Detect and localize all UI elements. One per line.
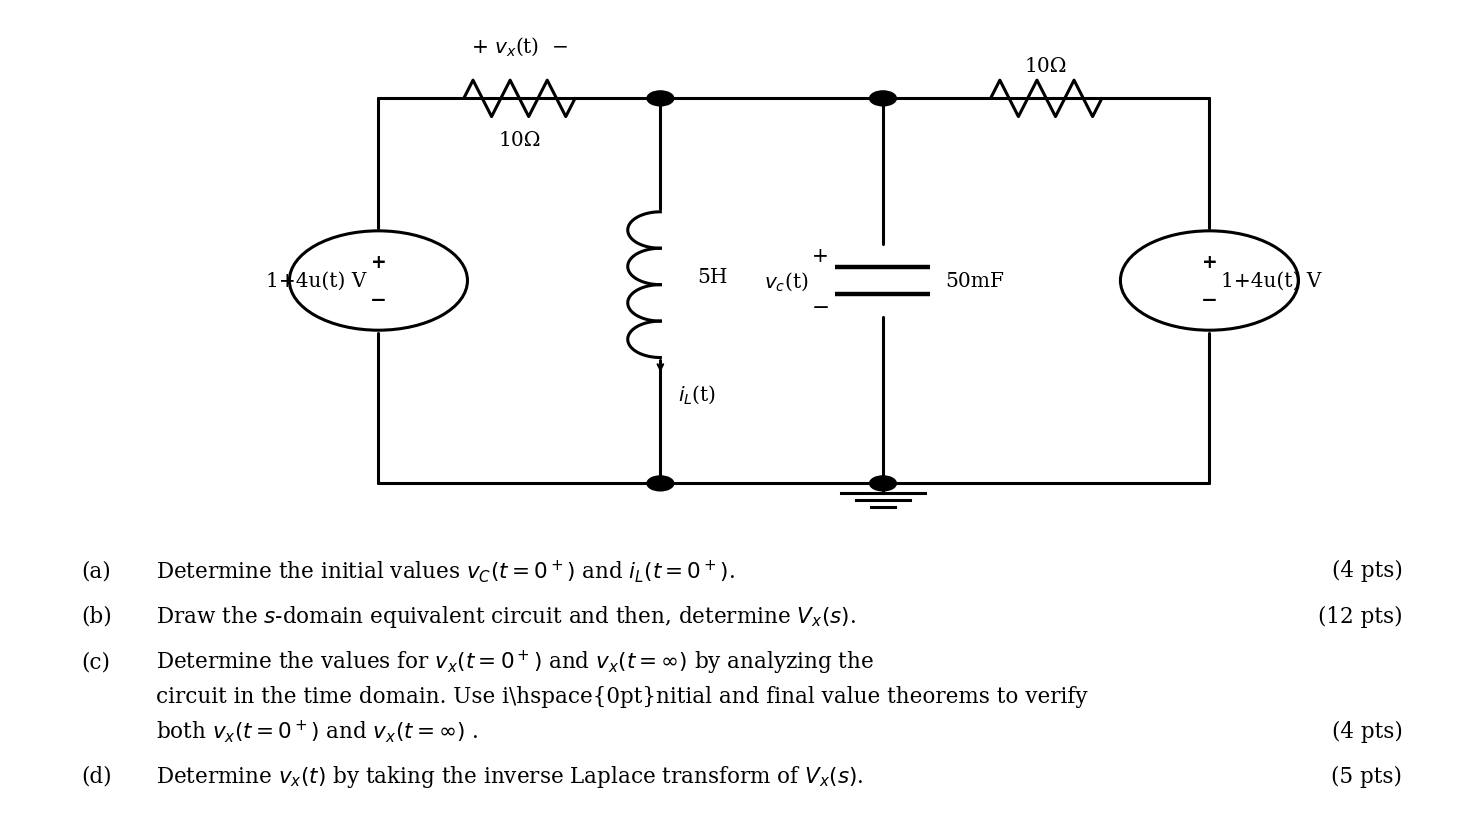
Text: $v_c$(t): $v_c$(t) — [764, 270, 809, 293]
Text: (5 pts): (5 pts) — [1331, 765, 1402, 786]
Text: Determine the initial values $v_C(t = 0^+)$ and $i_L(t = 0^+)$.: Determine the initial values $v_C(t = 0^… — [156, 557, 735, 584]
Circle shape — [647, 476, 674, 491]
Text: Determine $v_x(t)$ by taking the inverse Laplace transform of $V_x(s)$.: Determine $v_x(t)$ by taking the inverse… — [156, 762, 864, 789]
Text: +: + — [1202, 253, 1217, 272]
Text: −: − — [812, 297, 830, 318]
Text: (d): (d) — [82, 765, 113, 786]
Text: (12 pts): (12 pts) — [1318, 605, 1402, 627]
Text: −: − — [370, 290, 387, 309]
Text: both $v_x(t = 0^+)$ and $v_x(t = \infty)$ .: both $v_x(t = 0^+)$ and $v_x(t = \infty)… — [156, 718, 478, 744]
Text: + $\mathit{v_x}$(t)  −: + $\mathit{v_x}$(t) − — [470, 36, 568, 58]
Text: (4 pts): (4 pts) — [1331, 720, 1402, 742]
Text: 1+4u(t) V: 1+4u(t) V — [266, 272, 367, 290]
Text: (4 pts): (4 pts) — [1331, 560, 1402, 581]
Text: $i_L$(t): $i_L$(t) — [678, 383, 717, 405]
Text: Draw the $s$-domain equivalent circuit and then, determine $V_x(s)$.: Draw the $s$-domain equivalent circuit a… — [156, 603, 856, 629]
Text: −: − — [1201, 290, 1218, 309]
Text: +: + — [812, 247, 830, 265]
Circle shape — [870, 476, 896, 491]
Text: (c): (c) — [82, 651, 111, 672]
Text: 5H: 5H — [697, 268, 729, 286]
Text: Determine the values for $v_x(t = 0^+)$ and $v_x(t = \infty)$ by analyzing the: Determine the values for $v_x(t = 0^+)$ … — [156, 648, 874, 676]
Text: (b): (b) — [82, 605, 113, 627]
Text: 10Ω: 10Ω — [1025, 57, 1067, 76]
Text: circuit in the time domain. Use i\hspace{0pt}nitial and final value theorems to : circuit in the time domain. Use i\hspace… — [156, 686, 1088, 707]
Text: +: + — [371, 253, 386, 272]
Circle shape — [870, 92, 896, 107]
Text: 50mF: 50mF — [945, 272, 1005, 290]
Text: (a): (a) — [82, 560, 111, 581]
Text: 1+4u(t) V: 1+4u(t) V — [1221, 272, 1322, 290]
Circle shape — [647, 92, 674, 107]
Text: 10Ω: 10Ω — [499, 131, 540, 150]
